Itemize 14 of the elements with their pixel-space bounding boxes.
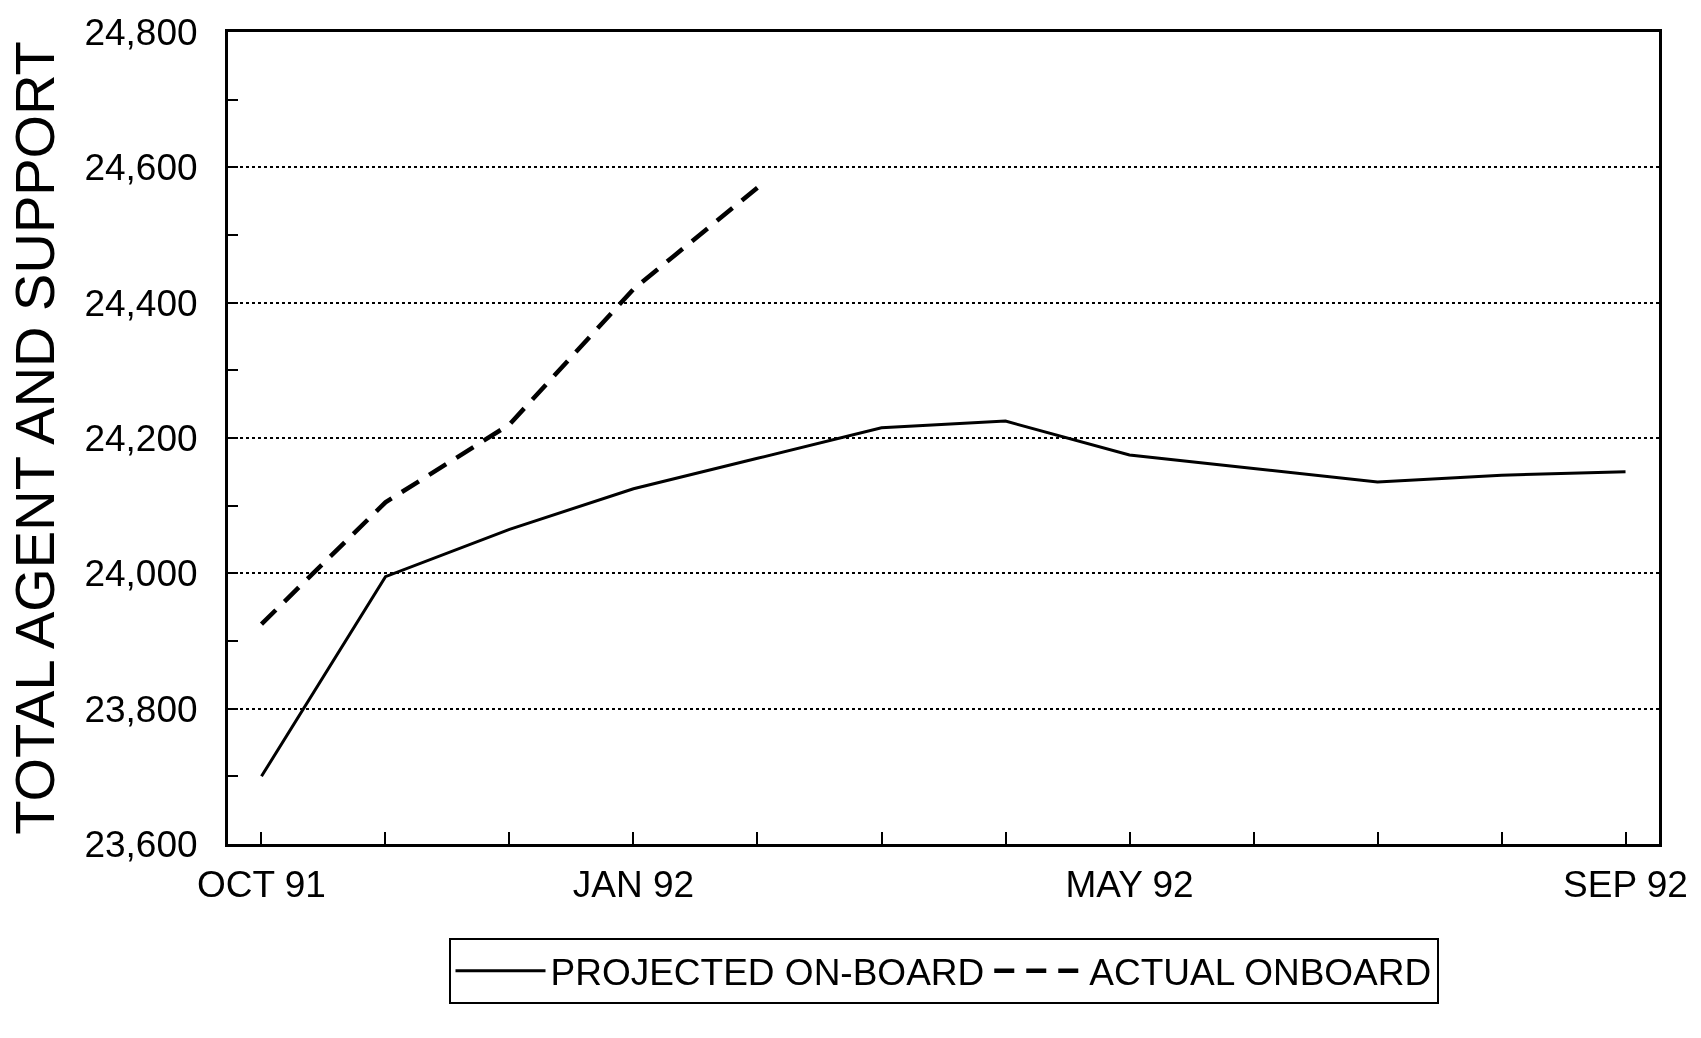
y-tick-label: 23,600 (84, 823, 198, 865)
y-axis-title: TOTAL AGENT AND SUPPORT (3, 41, 67, 835)
y-tick-label: 24,400 (84, 282, 198, 324)
x-tick-label: SEP 92 (1563, 864, 1688, 906)
y-tick-label: 24,000 (84, 553, 198, 595)
x-tick-label: MAY 92 (1065, 864, 1194, 906)
y-tick-label: 24,800 (84, 11, 198, 53)
y-tick-label: 24,200 (84, 417, 198, 459)
y-tick-label: 24,600 (84, 147, 198, 189)
legend-label: ACTUAL ONBOARD (1089, 952, 1432, 994)
x-tick-label: OCT 91 (197, 864, 326, 906)
y-tick-label: 23,800 (84, 688, 198, 730)
x-tick-label: JAN 92 (572, 864, 695, 906)
legend-label: PROJECTED ON-BOARD (550, 952, 985, 994)
